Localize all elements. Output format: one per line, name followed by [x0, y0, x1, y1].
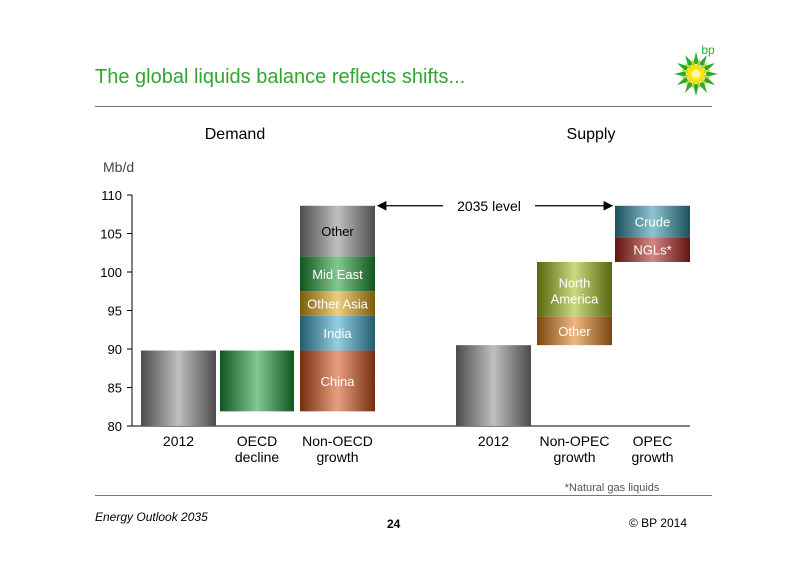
segment-label: Other Asia — [307, 297, 368, 312]
bar-segment-other — [537, 316, 612, 346]
copyright: © BP 2014 — [629, 516, 687, 530]
header-divider — [95, 106, 712, 107]
segment-label: Crude — [635, 215, 670, 230]
x-category-label: decline — [235, 449, 280, 465]
segment-label: Mid East — [312, 267, 363, 282]
x-category-label: Non-OECD — [302, 433, 373, 449]
segment-label: North — [559, 275, 591, 290]
footer-divider — [95, 495, 712, 496]
x-category-label: Non-OPEC — [539, 433, 609, 449]
bar-segment-mid-east — [300, 256, 375, 292]
x-category-label: OECD — [237, 433, 277, 449]
y-tick-label-90: 90 — [108, 342, 122, 357]
bp-wordmark: bp — [701, 43, 715, 57]
bar-segment-crude — [615, 205, 690, 238]
segment-label: India — [323, 326, 352, 341]
x-category-label: growth — [553, 449, 595, 465]
bar-segment-north-america — [537, 261, 612, 317]
y-tick-label-110: 110 — [101, 188, 122, 203]
segment-label: NGLs* — [633, 243, 671, 258]
bp-helios-logo: bp — [674, 43, 718, 96]
y-tick-label-85: 85 — [108, 381, 122, 396]
bar-segment-other — [300, 205, 375, 257]
bar-segment-total — [456, 345, 531, 426]
segment-label: China — [321, 374, 356, 389]
bar-segment-ngls — [615, 237, 690, 262]
segment-label: Other — [321, 224, 354, 239]
footnote: *Natural gas liquids — [565, 482, 660, 494]
group-title-demand: Demand — [205, 126, 265, 143]
bar-segment-total — [141, 350, 216, 426]
x-category-label: growth — [316, 449, 358, 465]
x-category-label: OPEC — [633, 433, 673, 449]
segment-label: America — [551, 291, 599, 306]
segment-label: Other — [558, 324, 591, 339]
bar-segment-total — [220, 350, 294, 412]
page-number: 24 — [387, 517, 401, 531]
y-tick-label-100: 100 — [100, 265, 122, 280]
x-category-label: growth — [631, 449, 673, 465]
group-title-supply: Supply — [567, 126, 616, 143]
footer-publication: Energy Outlook 2035 — [95, 510, 208, 524]
x-category-label: 2012 — [163, 433, 194, 449]
level-annotation-label: 2035 level — [457, 198, 521, 214]
x-category-label: 2012 — [478, 433, 509, 449]
bar-segment-china — [300, 350, 375, 412]
y-tick-label-105: 105 — [100, 227, 122, 242]
page-title: The global liquids balance reflects shif… — [95, 66, 466, 88]
y-tick-label-95: 95 — [108, 304, 122, 319]
bar-segment-india — [300, 315, 375, 351]
y-axis-unit-label: Mb/d — [103, 159, 134, 175]
bar-segment-other-asia — [300, 291, 375, 316]
y-tick-label-80: 80 — [108, 419, 122, 434]
